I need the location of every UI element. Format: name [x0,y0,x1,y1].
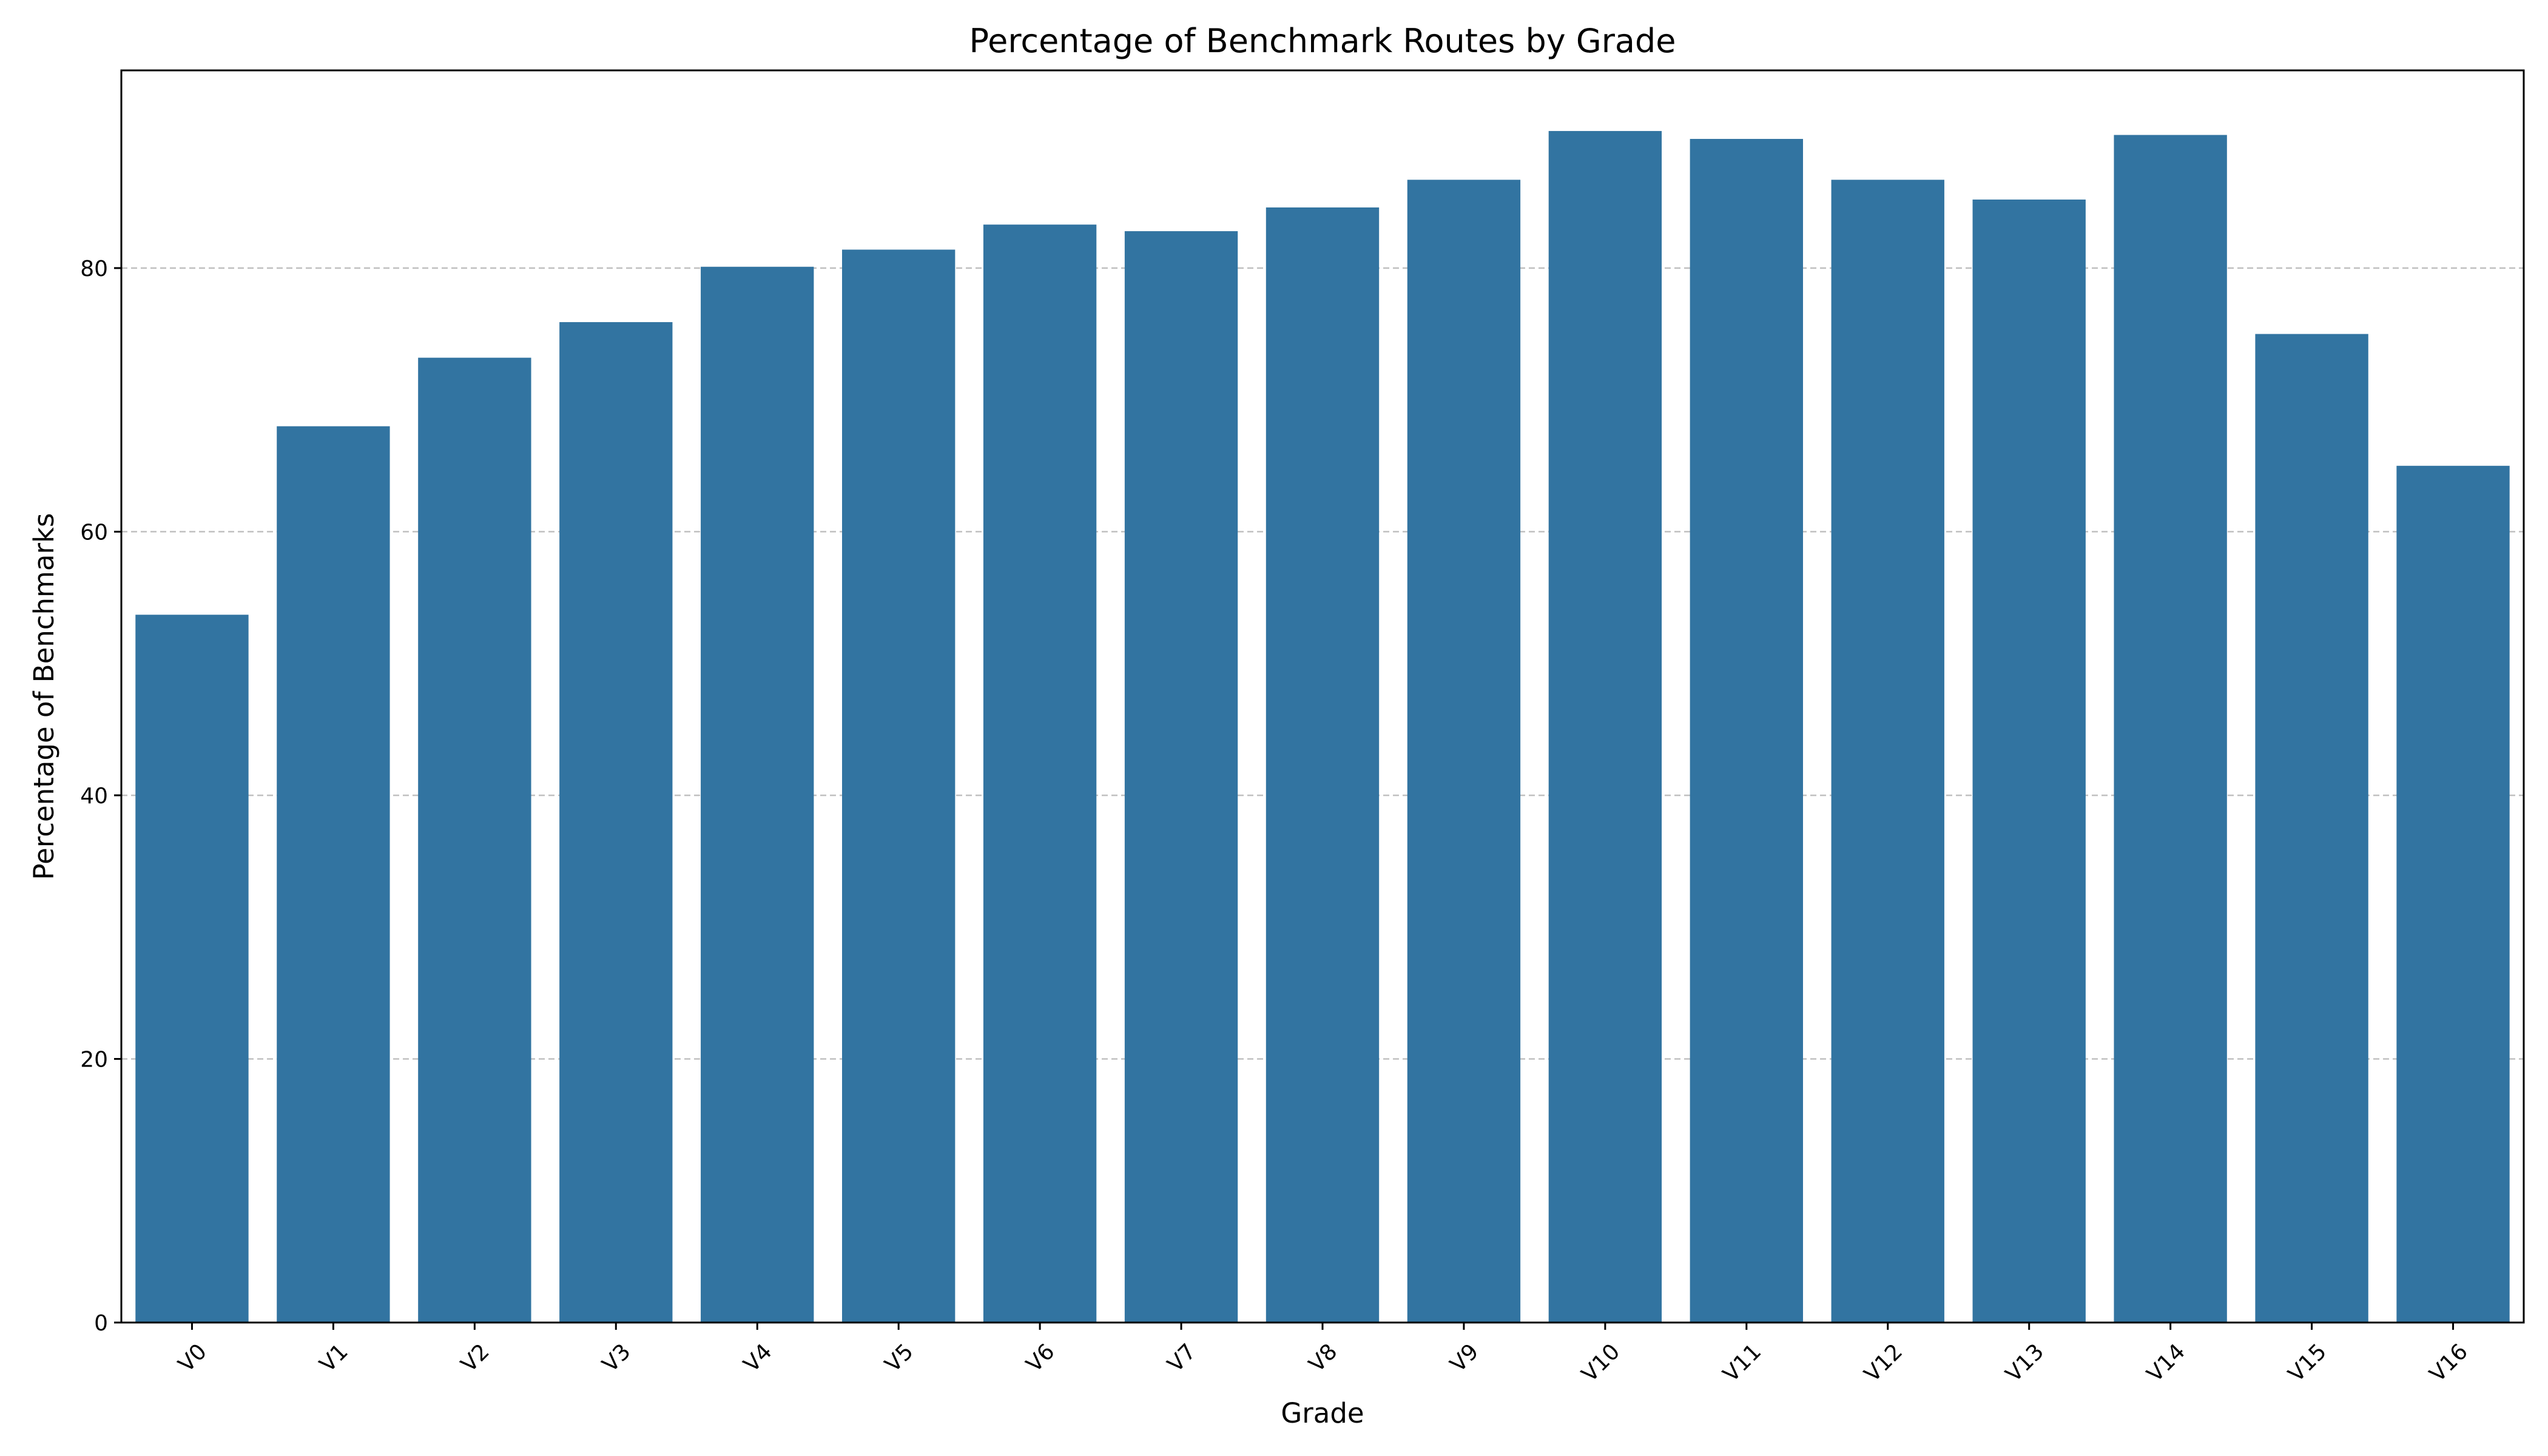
bar-v4 [701,266,814,1323]
chart-title: Percentage of Benchmark Routes by Grade [969,22,1676,60]
bar-v16 [2396,465,2510,1323]
bar-v13 [1972,199,2086,1323]
bars [135,130,2510,1323]
bar-v9 [1407,180,1521,1323]
y-axis-ticks: 0 20 40 60 80 [80,257,121,1336]
bar-v12 [1831,180,1944,1323]
y-tick-label: 40 [80,784,108,809]
y-tick-label: 20 [80,1047,108,1072]
bar-v3 [559,322,673,1323]
y-tick-label: 80 [80,257,108,281]
bar-v8 [1266,207,1380,1323]
bar-v7 [1124,231,1238,1323]
bar-v11 [1690,138,1803,1323]
bar-v6 [983,224,1097,1323]
x-axis-label: Grade [1281,1397,1364,1429]
bar-v1 [277,426,390,1323]
bar-v14 [2114,135,2227,1323]
bar-v5 [842,249,956,1323]
bar-v10 [1548,130,1662,1323]
bar-v2 [418,357,531,1323]
y-tick-label: 60 [80,520,108,545]
bar-v15 [2255,334,2368,1323]
bar-v0 [135,615,249,1323]
y-axis-label: Percentage of Benchmarks [28,513,60,880]
y-tick-label: 0 [94,1311,108,1336]
